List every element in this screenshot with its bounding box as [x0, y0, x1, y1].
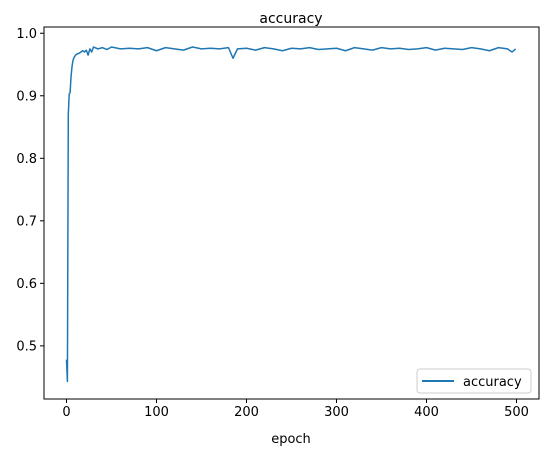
- x-tick-label: 0: [62, 405, 70, 420]
- y-tick-label: 0.9: [16, 89, 37, 104]
- x-tick-label: 100: [144, 405, 169, 420]
- x-tick-label: 400: [414, 405, 439, 420]
- x-tick-label: 200: [234, 405, 259, 420]
- legend: accuracy: [416, 368, 532, 394]
- legend-box: [416, 368, 532, 394]
- series-layer: [65, 46, 517, 383]
- x-tick-label: 300: [324, 405, 349, 420]
- legend-label: accuracy: [463, 375, 522, 390]
- y-tick-label: 0.6: [16, 277, 37, 292]
- y-tick-label: 0.5: [16, 339, 37, 354]
- y-axis: 0.5 0.6 0.7 0.8 0.9 1.0: [16, 27, 44, 354]
- y-tick-label: 0.7: [16, 214, 37, 229]
- plot-area: [43, 26, 540, 400]
- x-tick-label: 500: [504, 405, 529, 420]
- y-tick-label: 0.8: [16, 152, 37, 167]
- chart-title: accuracy: [259, 11, 322, 27]
- y-tick-label: 1.0: [16, 27, 37, 42]
- x-axis: 0 100 200 300 400 500: [62, 399, 529, 420]
- series-line-accuracy: [65, 46, 517, 383]
- x-axis-label: epoch: [271, 432, 311, 447]
